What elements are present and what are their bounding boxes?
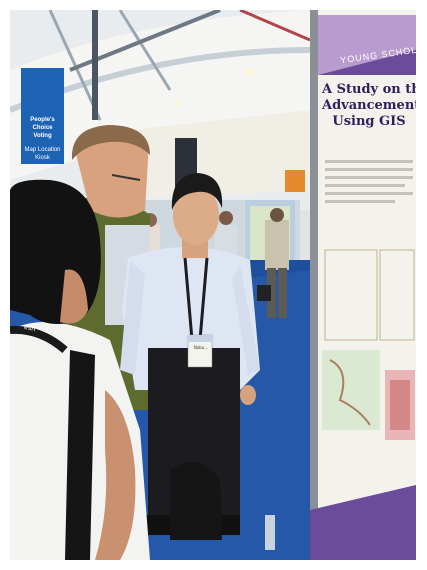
woman-arm <box>95 390 136 560</box>
ceiling-cable <box>239 10 311 42</box>
scene <box>10 10 416 560</box>
banner-title-line1: People's Choice <box>30 117 55 131</box>
poster-table <box>379 249 415 341</box>
background-bag <box>257 285 271 301</box>
truss-beam <box>118 10 172 91</box>
background-person-head <box>219 211 233 225</box>
ceiling-light <box>175 100 181 106</box>
presenter-arm-left <box>120 260 145 375</box>
poster-header-accent <box>318 50 416 75</box>
truss-beam <box>48 10 102 121</box>
conference-photo: People's Choice Voting Map Location Kios… <box>10 10 416 560</box>
banner-sub-line1: Map Location <box>24 147 61 153</box>
woman-lanyard <box>10 325 68 354</box>
water-bottle <box>265 515 275 550</box>
poster-title-line3: Using GIS <box>332 114 406 129</box>
badge-name: Nobu... <box>193 345 209 350</box>
poster-board <box>310 10 416 560</box>
poster-title-line2: Advancement of the H <box>322 98 416 113</box>
ceiling-light <box>246 68 254 76</box>
poster-text-line <box>325 160 413 163</box>
banner-sub-line2: Kiosk <box>35 155 50 161</box>
woman-face <box>60 269 88 324</box>
poster-text-line <box>325 184 405 187</box>
banner-pole <box>92 10 98 120</box>
poster-title: A Study on th Advancement of the H Using… <box>322 82 416 130</box>
poster-map <box>322 350 380 430</box>
man-glasses <box>111 174 141 181</box>
background-person <box>265 220 289 270</box>
background-person-leg <box>278 268 287 318</box>
presenter-face <box>173 185 219 245</box>
poster-text-line <box>325 168 413 171</box>
bag-strap <box>65 350 95 560</box>
man-hair <box>71 125 150 160</box>
poster-text-line <box>325 192 413 195</box>
backpack <box>170 462 222 540</box>
orange-sign <box>285 170 305 192</box>
background-person-leg <box>267 268 276 318</box>
man-face <box>75 127 149 218</box>
poster-text-line <box>325 176 413 179</box>
poster-map-road <box>329 359 371 426</box>
poster-footer-accent <box>310 485 416 560</box>
voting-banner: People's Choice Voting Map Location Kios… <box>21 68 64 164</box>
banner-title-line2: Voting <box>33 133 52 139</box>
poster-board-edge <box>310 10 318 560</box>
presenter-lanyard <box>183 257 209 341</box>
presenter-hair <box>171 173 223 210</box>
poster-text-line <box>325 200 395 203</box>
presenter-hand <box>240 385 256 405</box>
presenter-arm-right <box>232 265 260 375</box>
background-person-head <box>270 208 284 222</box>
poster-title-line1: A Study on th <box>322 82 416 97</box>
presenter-badge-stripe <box>188 335 212 342</box>
poster-map-area <box>390 380 410 430</box>
poster-table <box>324 249 378 341</box>
